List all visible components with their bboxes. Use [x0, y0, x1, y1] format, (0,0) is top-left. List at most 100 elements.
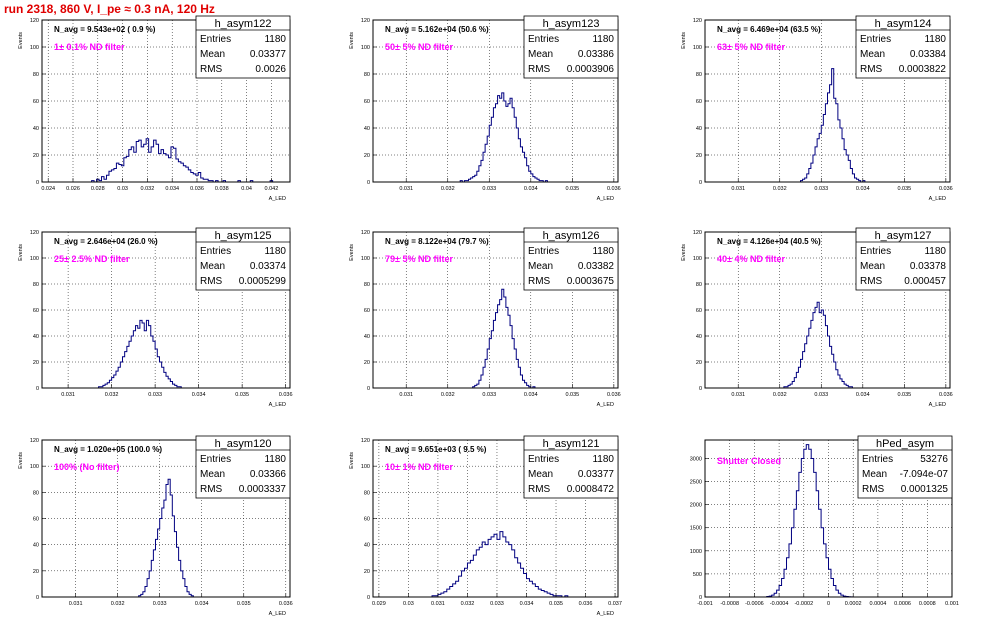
histogram-curve [783, 301, 853, 388]
x-tick-label: 0.031 [431, 601, 445, 607]
x-tick-label: 0.031 [731, 392, 745, 398]
n-avg-label: N_avg = 6.469e+04 (63.5 %) [717, 25, 821, 34]
stats-value: 1180 [924, 34, 946, 45]
x-axis-label: A_LED [597, 196, 614, 202]
y-tick-label: 80 [364, 490, 370, 496]
histogram-panel: 0.031 0.032 0.033 0.034 0.035 0.036 0 20 40 60 80 1… [18, 227, 293, 408]
histogram-panel: 0.029 0.03 0.031 0.032 0.033 0.034 0.035 0.036 0… [349, 435, 622, 617]
x-tick-label: 0.036 [579, 601, 593, 607]
x-tick-label: 0.0008 [919, 601, 936, 607]
filter-label: 40± 4% ND filter [717, 254, 785, 264]
stats-value: 0.03377 [578, 469, 615, 480]
x-tick-label: 0.032 [111, 601, 125, 607]
stats-label: RMS [862, 484, 885, 495]
histogram-curve [472, 288, 536, 389]
x-tick-label: 0.04 [241, 186, 252, 192]
y-axis-label: Events [681, 32, 687, 49]
n-avg-label: N_avg = 9.543e+02 ( 0.9 %) [54, 25, 156, 34]
x-tick-label: 0.033 [482, 186, 496, 192]
filter-label: Shutter Closed [717, 456, 781, 466]
x-tick-label: 0.028 [91, 186, 105, 192]
histogram-panel: 0.031 0.032 0.033 0.034 0.035 0.036 0 20 40 60 80 1… [18, 435, 293, 617]
y-tick-label: 60 [364, 308, 370, 314]
stats-value: 0.03377 [250, 49, 287, 60]
y-tick-label: 20 [364, 153, 370, 159]
histogram-curve [459, 92, 548, 183]
x-tick-label: 0.042 [265, 186, 279, 192]
y-tick-label: 40 [33, 543, 39, 549]
y-tick-label: 20 [33, 360, 39, 366]
y-tick-label: 120 [693, 230, 702, 236]
histogram-name: hPed_asym [876, 438, 934, 450]
y-tick-label: 0 [36, 386, 39, 392]
histogram-curve [800, 68, 866, 183]
x-tick-label: 0.038 [215, 186, 229, 192]
x-tick-label: 0.0002 [845, 601, 862, 607]
histogram-panel: -0.001 -0.0008 -0.0006 -0.0004 -0.0002 0 0.000… [690, 435, 959, 607]
stats-value: 1180 [264, 454, 286, 465]
x-tick-label: 0.031 [731, 186, 745, 192]
x-tick-label: 0.032 [141, 186, 155, 192]
stats-label: RMS [860, 64, 883, 75]
y-tick-label: 0 [36, 180, 39, 186]
stats-value: 0.0003337 [239, 484, 287, 495]
y-tick-label: 120 [30, 438, 39, 444]
x-tick-label: 0.001 [945, 601, 959, 607]
y-tick-label: 60 [33, 99, 39, 105]
y-tick-label: 20 [696, 360, 702, 366]
x-tick-label: 0.032 [105, 392, 119, 398]
stats-label: Entries [528, 454, 559, 465]
stats-value: 0.03366 [250, 469, 287, 480]
histogram-panel: 0.031 0.032 0.033 0.034 0.035 0.036 0 20 40 60 80 1… [349, 227, 621, 408]
y-tick-label: 80 [696, 72, 702, 78]
y-tick-label: 0 [367, 595, 370, 601]
stats-value: 0.03378 [910, 261, 947, 272]
x-tick-label: 0.035 [549, 601, 563, 607]
x-tick-label: 0.036 [939, 186, 953, 192]
y-tick-label: 0 [36, 595, 39, 601]
stats-box [523, 15, 619, 79]
y-tick-label: 40 [33, 126, 39, 132]
stats-box [855, 15, 951, 79]
y-tick-label: 0 [699, 386, 702, 392]
stats-value: 0.03386 [578, 49, 615, 60]
y-tick-label: 20 [364, 360, 370, 366]
x-tick-label: 0.034 [520, 601, 534, 607]
stats-label: Mean [862, 469, 887, 480]
y-axis-label: Events [349, 244, 355, 261]
x-tick-label: 0.034 [165, 186, 179, 192]
y-tick-label: 60 [33, 517, 39, 523]
filter-label: 25± 2.5% ND filter [54, 254, 130, 264]
x-tick-label: 0.031 [69, 601, 83, 607]
x-tick-label: 0.033 [153, 601, 167, 607]
y-tick-label: 100 [361, 256, 370, 262]
stats-label: Mean [200, 261, 225, 272]
filter-label: 63± 5% ND filter [717, 42, 785, 52]
x-tick-label: 0.026 [66, 186, 80, 192]
histogram-name: h_asym123 [543, 18, 600, 30]
y-tick-label: 0 [367, 386, 370, 392]
y-tick-label: 1500 [690, 526, 702, 532]
y-tick-label: 80 [33, 490, 39, 496]
x-tick-label: 0.032 [461, 601, 475, 607]
stats-label: Mean [528, 49, 553, 60]
stats-label: RMS [200, 484, 223, 495]
stats-label: Mean [200, 49, 225, 60]
filter-label: 79± 5% ND filter [385, 254, 453, 264]
y-tick-label: 60 [696, 99, 702, 105]
stats-label: RMS [200, 64, 223, 75]
y-tick-label: 40 [696, 126, 702, 132]
stats-value: 0.0026 [255, 64, 286, 75]
x-tick-label: 0.033 [490, 601, 504, 607]
stats-value: 1180 [264, 246, 286, 257]
x-tick-label: 0.036 [607, 392, 621, 398]
y-tick-label: 80 [696, 282, 702, 288]
filter-label: 100% (No filter) [54, 462, 120, 472]
x-tick-label: 0.029 [372, 601, 386, 607]
x-tick-label: 0.036 [190, 186, 204, 192]
x-axis-label: A_LED [929, 402, 946, 408]
y-tick-label: 20 [696, 153, 702, 159]
y-tick-label: 0 [699, 180, 702, 186]
stats-value: 0.000457 [904, 276, 946, 287]
filter-label: 50± 5% ND filter [385, 42, 453, 52]
